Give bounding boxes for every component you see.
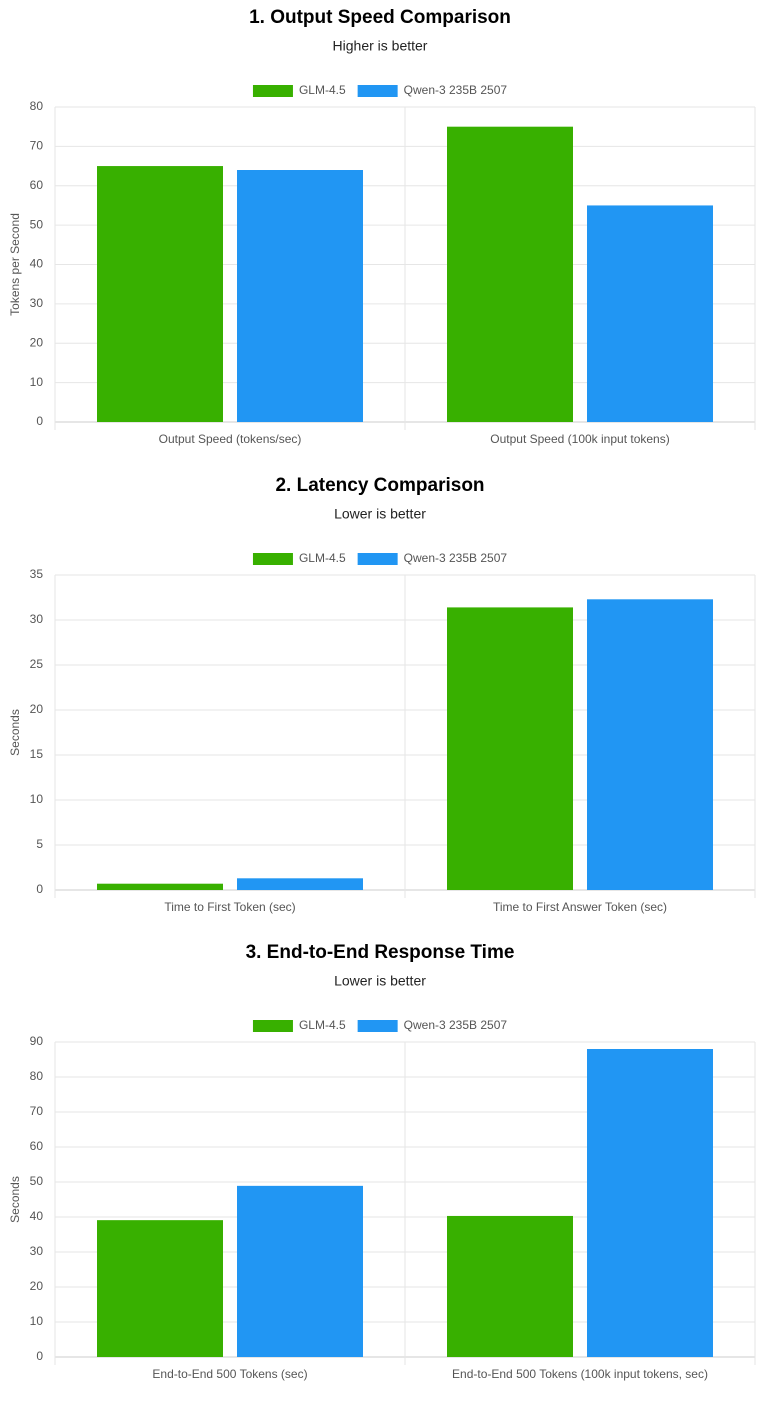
y-tick-label: 80: [30, 99, 44, 113]
x-tick-label: End-to-End 500 Tokens (sec): [152, 1367, 307, 1381]
legend: GLM-4.5 Qwen-3 235B 2507: [252, 551, 508, 565]
y-tick-label: 5: [36, 837, 43, 851]
bar: [587, 1049, 713, 1357]
chart-title: 2. Latency Comparison: [275, 475, 484, 496]
bar: [447, 1215, 573, 1357]
legend: GLM-4.5 Qwen-3 235B 2507: [252, 83, 508, 97]
legend-swatch: [357, 553, 398, 565]
y-tick-label: 15: [30, 747, 44, 761]
y-tick-label: 70: [30, 1104, 44, 1118]
bar: [587, 599, 713, 890]
bar: [97, 166, 223, 422]
y-tick-label: 35: [30, 567, 44, 581]
x-tick-label: Output Speed (tokens/sec): [159, 432, 302, 446]
x-tick-label: Time to First Answer Token (sec): [493, 900, 667, 914]
y-tick-label: 25: [30, 657, 44, 671]
bar: [587, 205, 713, 422]
bar: [447, 126, 573, 422]
y-tick-label: 20: [30, 702, 44, 716]
y-axis-label: Seconds: [8, 709, 22, 756]
y-tick-label: 30: [30, 296, 44, 310]
y-axis-label: Tokens per Second: [8, 213, 22, 316]
legend-swatch: [357, 85, 398, 97]
bar: [237, 170, 363, 422]
x-tick-label: Output Speed (100k input tokens): [490, 432, 669, 446]
legend-label: GLM-4.5: [299, 1018, 346, 1032]
y-tick-label: 40: [30, 1209, 44, 1223]
y-tick-label: 0: [36, 414, 43, 428]
y-tick-label: 90: [30, 1034, 44, 1048]
bar: [447, 607, 573, 890]
legend-label: Qwen-3 235B 2507: [404, 1018, 508, 1032]
legend-label: Qwen-3 235B 2507: [404, 551, 508, 565]
legend-swatch: [252, 85, 293, 97]
bar: [237, 1185, 363, 1357]
y-tick-label: 20: [30, 335, 44, 349]
y-tick-label: 0: [36, 1349, 43, 1363]
bar: [97, 1220, 223, 1357]
chart-title: 3. End-to-End Response Time: [246, 942, 515, 963]
y-tick-label: 20: [30, 1279, 44, 1293]
y-tick-label: 30: [30, 1244, 44, 1258]
y-tick-label: 30: [30, 612, 44, 626]
chart: 2. Latency Comparison Lower is better GLM-…: [8, 475, 756, 914]
legend-label: GLM-4.5: [299, 83, 346, 97]
y-tick-label: 50: [30, 217, 44, 231]
y-tick-label: 10: [30, 375, 44, 389]
bar: [97, 883, 223, 890]
chart: 1. Output Speed Comparison Higher is bett…: [8, 7, 756, 446]
y-tick-label: 60: [30, 1139, 44, 1153]
y-axis-label: Seconds: [8, 1176, 22, 1223]
y-tick-label: 70: [30, 139, 44, 153]
legend-label: GLM-4.5: [299, 551, 346, 565]
legend-swatch: [252, 1020, 293, 1032]
legend-swatch: [252, 553, 293, 565]
y-tick-label: 0: [36, 882, 43, 896]
y-tick-label: 10: [30, 792, 44, 806]
y-tick-label: 80: [30, 1069, 44, 1083]
x-tick-label: Time to First Token (sec): [164, 900, 295, 914]
y-tick-label: 50: [30, 1174, 44, 1188]
y-tick-label: 40: [30, 257, 44, 271]
x-tick-label: End-to-End 500 Tokens (100k input tokens…: [452, 1367, 708, 1381]
chart-subtitle: Higher is better: [333, 38, 428, 54]
bar: [237, 878, 363, 890]
y-tick-label: 10: [30, 1314, 44, 1328]
chart-subtitle: Lower is better: [334, 506, 426, 522]
chart-title: 1. Output Speed Comparison: [249, 7, 511, 28]
legend: GLM-4.5 Qwen-3 235B 2507: [252, 1018, 508, 1032]
y-tick-label: 60: [30, 178, 44, 192]
chart: 3. End-to-End Response Time Lower is bett…: [8, 942, 756, 1381]
legend-label: Qwen-3 235B 2507: [404, 83, 508, 97]
chart-subtitle: Lower is better: [334, 973, 426, 989]
legend-swatch: [357, 1020, 398, 1032]
